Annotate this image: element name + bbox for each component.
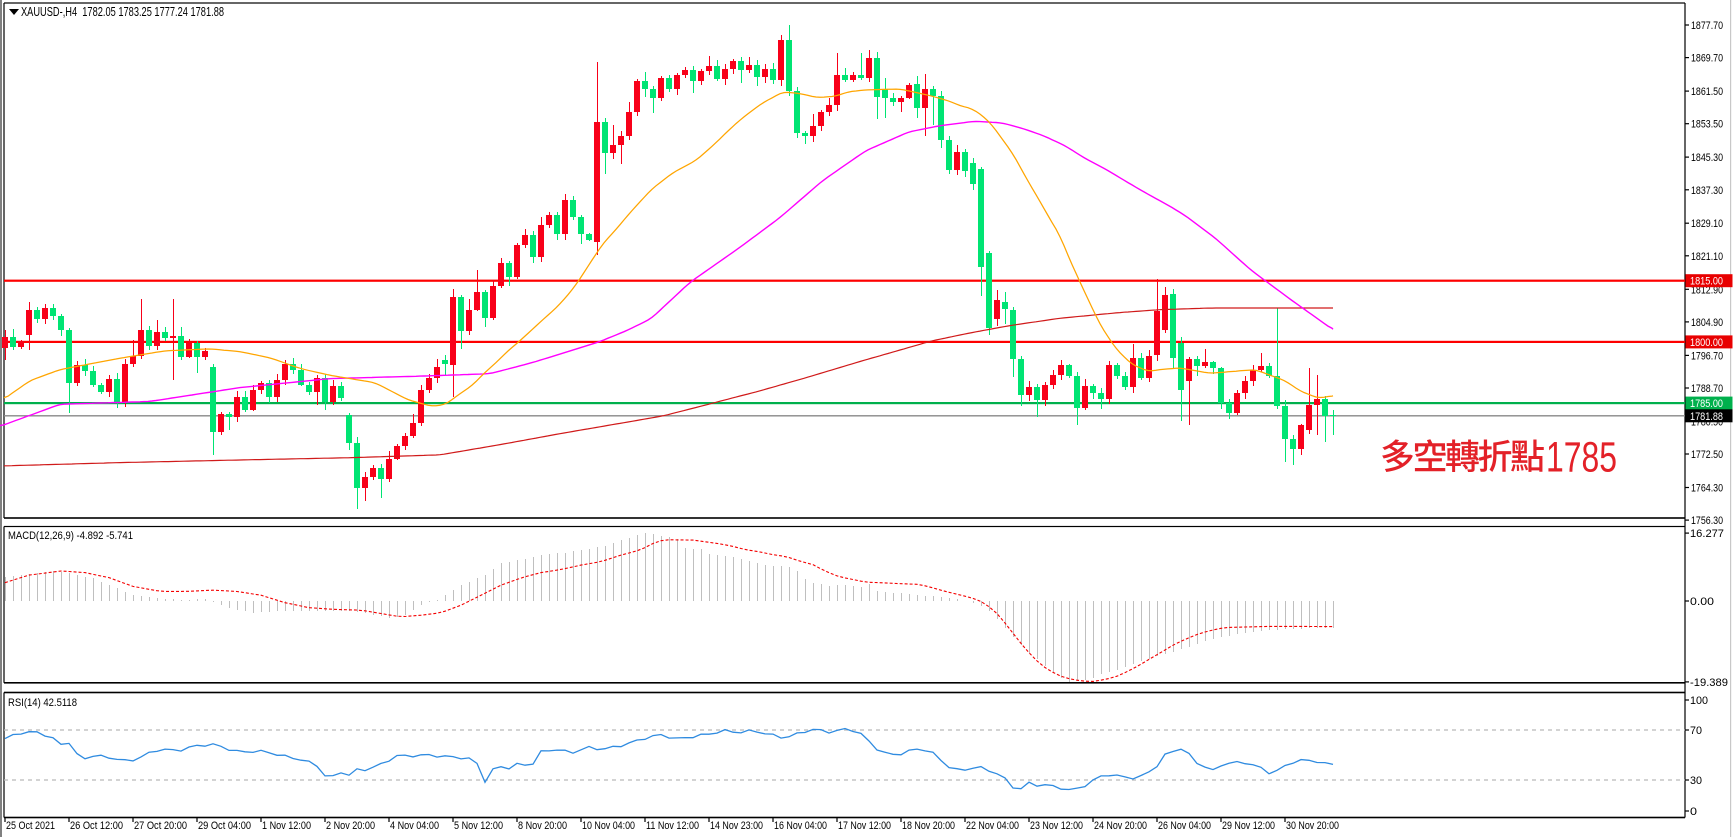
svg-text:1869.70: 1869.70: [1691, 53, 1723, 65]
svg-text:18 Nov 20:00: 18 Nov 20:00: [902, 820, 955, 832]
svg-text:1861.50: 1861.50: [1691, 86, 1723, 98]
svg-text:XAUUSD-,H4 1782.05 1783.25 17: XAUUSD-,H4 1782.05 1783.25 1777.24 1781.…: [21, 5, 224, 19]
svg-text:1812.90: 1812.90: [1691, 284, 1723, 296]
svg-text:8 Nov 20:00: 8 Nov 20:00: [518, 820, 567, 832]
svg-text:5 Nov 12:00: 5 Nov 12:00: [454, 820, 503, 832]
svg-text:26 Nov 04:00: 26 Nov 04:00: [1158, 820, 1211, 832]
svg-text:30 Nov 20:00: 30 Nov 20:00: [1286, 820, 1339, 832]
svg-text:16.277: 16.277: [1690, 528, 1724, 540]
svg-text:1800.00: 1800.00: [1690, 337, 1723, 349]
svg-text:100: 100: [1690, 695, 1708, 707]
svg-text:1781.88: 1781.88: [1690, 411, 1723, 423]
svg-text:10 Nov 04:00: 10 Nov 04:00: [582, 820, 635, 832]
svg-text:16 Nov 04:00: 16 Nov 04:00: [774, 820, 827, 832]
svg-text:1815.00: 1815.00: [1690, 276, 1723, 288]
svg-text:2 Nov 20:00: 2 Nov 20:00: [326, 820, 375, 832]
svg-text:1788.70: 1788.70: [1691, 383, 1723, 395]
svg-text:1785.00: 1785.00: [1690, 398, 1723, 410]
svg-text:1804.90: 1804.90: [1691, 317, 1723, 329]
svg-text:1837.30: 1837.30: [1691, 185, 1723, 197]
svg-text:1845.30: 1845.30: [1691, 152, 1723, 164]
svg-text:14 Nov 23:00: 14 Nov 23:00: [710, 820, 763, 832]
svg-text:29 Oct 04:00: 29 Oct 04:00: [198, 820, 251, 832]
svg-text:1772.50: 1772.50: [1691, 449, 1723, 461]
svg-text:1877.70: 1877.70: [1691, 20, 1723, 32]
svg-text:1829.10: 1829.10: [1691, 218, 1723, 230]
svg-text:MACD(12,26,9) -4.892 -5.741: MACD(12,26,9) -4.892 -5.741: [8, 530, 133, 542]
svg-text:27 Oct 20:00: 27 Oct 20:00: [134, 820, 187, 832]
svg-text:30: 30: [1690, 775, 1702, 787]
svg-text:4 Nov 04:00: 4 Nov 04:00: [390, 820, 439, 832]
svg-text:26 Oct 12:00: 26 Oct 12:00: [70, 820, 123, 832]
svg-text:1853.50: 1853.50: [1691, 119, 1723, 131]
svg-text:25 Oct 2021: 25 Oct 2021: [6, 820, 55, 832]
svg-text:1 Nov 12:00: 1 Nov 12:00: [262, 820, 311, 832]
svg-text:-19.389: -19.389: [1690, 677, 1728, 689]
svg-text:17 Nov 12:00: 17 Nov 12:00: [838, 820, 891, 832]
svg-text:0.00: 0.00: [1690, 596, 1714, 608]
svg-text:0: 0: [1690, 806, 1697, 818]
svg-text:11 Nov 12:00: 11 Nov 12:00: [646, 820, 699, 832]
svg-text:1785: 1785: [1546, 435, 1617, 482]
svg-text:23 Nov 12:00: 23 Nov 12:00: [1030, 820, 1083, 832]
svg-text:1764.30: 1764.30: [1691, 483, 1723, 495]
svg-text:24 Nov 20:00: 24 Nov 20:00: [1094, 820, 1147, 832]
svg-text:RSI(14) 42.5118: RSI(14) 42.5118: [8, 697, 77, 709]
svg-text:22 Nov 04:00: 22 Nov 04:00: [966, 820, 1019, 832]
svg-text:29 Nov 12:00: 29 Nov 12:00: [1222, 820, 1275, 832]
svg-text:1796.70: 1796.70: [1691, 350, 1723, 362]
svg-text:70: 70: [1690, 725, 1702, 737]
svg-text:1756.30: 1756.30: [1691, 515, 1723, 527]
svg-text:1821.10: 1821.10: [1691, 251, 1723, 263]
